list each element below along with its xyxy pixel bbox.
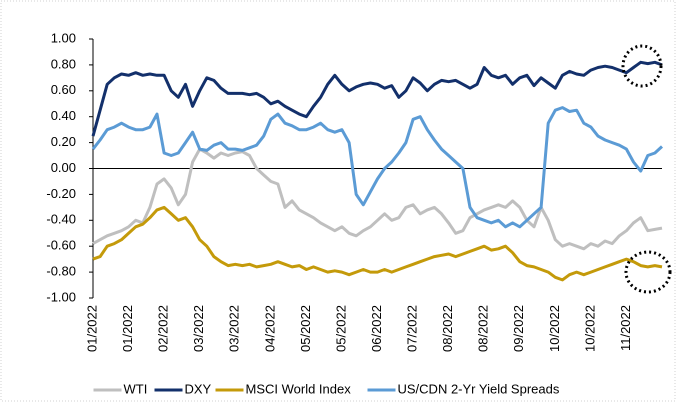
y-tick-label: -0.80: [46, 264, 76, 279]
x-tick-label: 08/2022: [476, 305, 491, 352]
series-line: [91, 106, 664, 229]
y-tick-label: -0.20: [46, 186, 76, 201]
legend-label: US/CDN 2-Yr Yield Spreads: [398, 381, 560, 396]
x-tick-label: 05/2022: [298, 305, 313, 352]
x-tick-label: 10/2022: [582, 305, 597, 352]
x-tick-label: 06/2022: [369, 305, 384, 352]
x-tick-label: 03/2022: [191, 305, 206, 352]
highlight-circle: [621, 44, 663, 88]
legend-label: MSCI World Index: [246, 381, 352, 396]
x-tick-label: 11/2022: [618, 305, 633, 351]
x-tick-label: 03/2022: [227, 305, 242, 352]
y-tick-label: 0.20: [51, 134, 76, 149]
y-tick-label: 1.00: [51, 30, 76, 45]
y-tick-label: -1.00: [46, 289, 76, 304]
x-tick-label: 02/2022: [156, 305, 171, 352]
highlight-circle: [624, 250, 672, 294]
series-line: [92, 205, 663, 282]
x-tick-label: 01/2022: [84, 305, 99, 352]
x-tick-label: 10/2022: [547, 305, 562, 352]
plot: 1.00 0.80 0.60 0.40 0.20 0.00 -0.20 -0.40 -0.60 -…: [46, 30, 664, 396]
y-tick-label: 0.60: [51, 82, 76, 97]
legend-label: DXY: [185, 381, 212, 396]
y-tick-label: 0.00: [51, 160, 76, 175]
x-tick-label: 05/2022: [333, 305, 348, 352]
y-tick-label: 0.80: [51, 56, 76, 71]
y-tick-label: -0.40: [46, 212, 76, 227]
y-tick-label: -0.60: [46, 238, 76, 253]
x-tick-label: 09/2022: [511, 305, 526, 352]
legend-label: WTI: [124, 381, 148, 396]
series-line: [92, 147, 663, 251]
x-tick-label: 01/2022: [120, 305, 135, 352]
y-tick-label: 0.40: [51, 108, 76, 123]
x-tick-label: 07/2022: [405, 305, 420, 352]
x-tick-label: 08/2022: [440, 305, 455, 352]
x-tick-label: 04/2022: [262, 305, 277, 352]
series-line: [91, 60, 663, 137]
